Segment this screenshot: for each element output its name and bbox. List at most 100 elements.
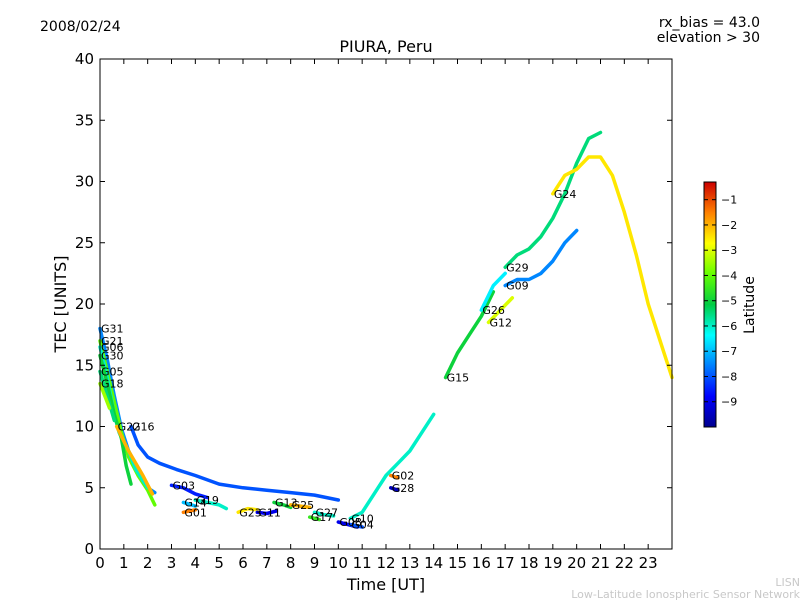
x-tick-label: 4 [191,554,201,572]
series-line-g14 [181,500,198,508]
colorbar-tick-label: −2 [721,219,737,232]
series-label-g23: G23 [239,506,262,519]
series-line-g19 [193,498,229,511]
x-tick-label: 10 [329,554,348,572]
y-axis: 0 5 10 15 20 25 30 35 40 [75,50,672,558]
series-label-g05: G05 [101,365,124,378]
x-tick-label: 22 [615,554,634,572]
series-label-g26: G26 [482,304,505,317]
x-tick-label: 5 [214,554,224,572]
date-label: 2008/02/24 [40,19,121,35]
series-line-g27 [312,510,336,518]
y-axis-label: TEC [UNITS] [51,256,70,354]
x-tick-label: 16 [472,554,491,572]
x-tick-label: 15 [448,554,467,572]
series-label-g29: G29 [506,261,529,274]
series-label-g12: G12 [489,316,512,329]
x-tick-label: 18 [519,554,538,572]
series-label-g24: G24 [554,188,577,201]
series-label-g27: G27 [316,506,339,519]
watermark-short: LISN [775,576,800,589]
series-label-g21: G21 [101,335,124,348]
series-label-g16: G16 [132,421,155,434]
x-tick-label: 20 [567,554,586,572]
series-line-g01 [181,508,198,515]
series-line-g28 [389,486,400,492]
colorbar-tick-label: −4 [721,269,737,282]
y-tick-label: 0 [84,540,94,558]
series-line-g11 [255,509,279,516]
colorbar-ticks: −9 −8 −7 −6 −5 −4 −3 −2 −1 [704,194,737,409]
colorbar-tick-label: −6 [721,320,737,333]
x-axis: 0 1 2 3 4 5 6 7 8 9 10 11 12 13 14 15 16 17 18 19 20 21 22 23 [95,59,658,572]
series-label-g11: G11 [258,506,281,519]
series-line-g18 [98,381,112,410]
y-tick-label: 30 [75,173,94,191]
chart-title: PIURA, Peru [339,37,432,56]
series-label-g10: G10 [351,512,374,525]
series-label-g08: G08 [339,516,362,529]
x-tick-label: 0 [95,554,105,572]
series-line-g25 [288,503,312,510]
series-label-g25: G25 [292,499,315,512]
elevation-label: elevation > 30 [657,30,760,46]
x-tick-label: 21 [591,554,610,572]
series-line-g04 [348,522,364,529]
x-tick-label: 14 [424,554,443,572]
plot-data [98,130,674,529]
series-line-g03 [169,483,210,500]
x-tick-label: 6 [238,554,248,572]
series-line-g29 [503,130,603,270]
colorbar-label: Latitude [742,276,758,334]
series-label-g02: G02 [392,470,415,483]
x-tick-label: 23 [639,554,658,572]
colorbar [703,181,717,428]
series-label-g03: G03 [173,479,196,492]
x-tick-label: 12 [376,554,395,572]
colorbar-tick-label: −8 [721,370,737,383]
series-line-g05 [98,369,117,423]
series-label-g22: G22 [118,421,141,434]
rx-bias-label: rx_bias = 43.0 [659,15,760,31]
series-line-g24 [551,155,674,380]
series-line-g22 [114,424,155,496]
x-tick-label: 2 [143,554,153,572]
series-labels: G31G21G06G30G05G18G22G16G03G14G01G19G23G… [101,188,576,532]
series-label-g06: G06 [101,341,124,354]
series-label-g30: G30 [101,349,124,362]
x-tick-label: 1 [119,554,129,572]
y-tick-label: 25 [75,234,94,252]
x-tick-label: 13 [400,554,419,572]
series-line-g23 [236,506,260,515]
x-tick-label: 8 [286,554,296,572]
series-label-g04: G04 [351,519,374,532]
series-line-g10 [348,412,436,521]
colorbar-tick-label: −7 [721,345,737,358]
series-label-g28: G28 [392,482,415,495]
y-tick-label: 40 [75,50,94,68]
series-line-g15 [443,290,496,380]
x-tick-label: 11 [353,554,372,572]
colorbar-tick-label: −5 [721,295,737,308]
y-tick-label: 20 [75,295,94,313]
series-label-g09: G09 [506,280,529,293]
series-line-g16 [129,424,341,502]
series-label-g15: G15 [447,372,470,385]
series-label-g13: G13 [275,496,298,509]
x-tick-label: 7 [262,554,272,572]
series-label-g01: G01 [184,506,207,519]
series-line-g12 [486,296,515,325]
series-line-g09 [503,228,579,288]
x-tick-label: 19 [543,554,562,572]
x-tick-label: 3 [167,554,177,572]
y-tick-label: 15 [75,356,94,374]
series-line-g17 [307,515,322,522]
colorbar-tick-label: −1 [721,194,737,207]
series-line-g02 [389,473,400,480]
x-axis-label: Time [UT] [346,575,425,594]
series-label-g18: G18 [101,378,124,391]
y-tick-label: 10 [75,418,94,436]
colorbar-tick-label: −3 [721,244,737,257]
watermark-long: Low-Latitude Ionospheric Sensor Network [571,588,800,600]
